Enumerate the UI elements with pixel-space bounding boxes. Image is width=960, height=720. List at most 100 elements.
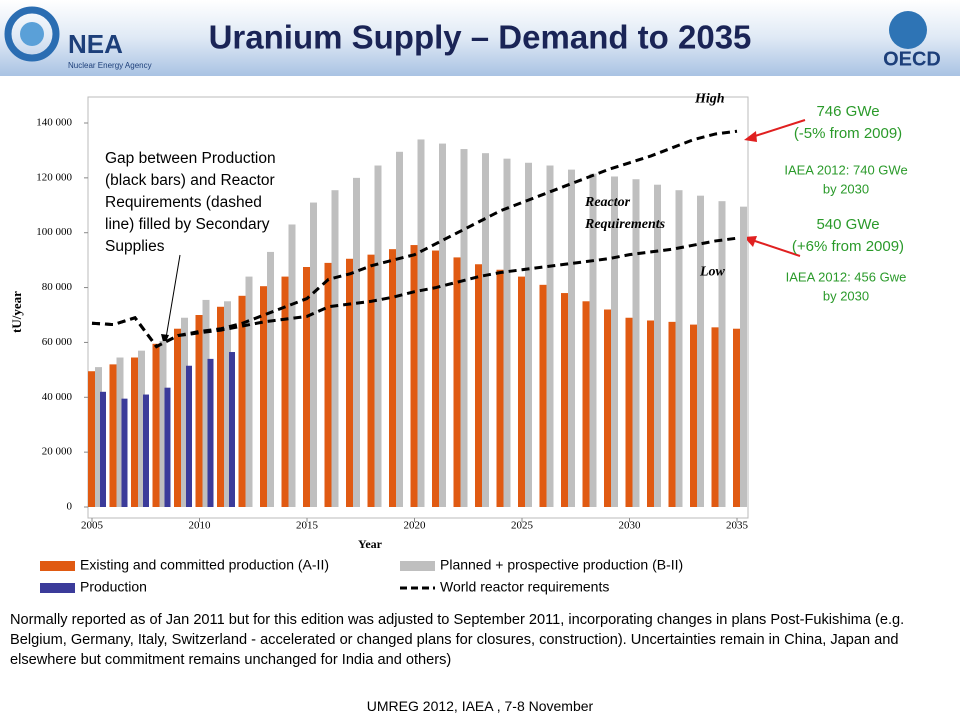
bar bbox=[164, 387, 171, 507]
legend-swatch bbox=[40, 561, 75, 571]
bar bbox=[632, 179, 640, 507]
y-tick-label: 80 000 bbox=[42, 281, 73, 293]
annotation: (+6% from 2009) bbox=[792, 238, 904, 255]
bar bbox=[568, 169, 575, 507]
bar bbox=[331, 190, 339, 507]
bar bbox=[238, 295, 246, 507]
bar bbox=[690, 324, 697, 507]
legend-label: World reactor requirements bbox=[440, 579, 609, 595]
bar bbox=[152, 343, 160, 507]
bar bbox=[453, 257, 461, 507]
bar bbox=[324, 262, 332, 507]
bar bbox=[668, 321, 676, 507]
annotation: IAEA 2012: 456 Gwe bbox=[786, 269, 907, 284]
bar bbox=[310, 202, 317, 508]
bar bbox=[654, 184, 661, 507]
legend-swatch bbox=[40, 583, 75, 593]
scenario-label: High bbox=[694, 91, 725, 106]
x-tick-label: 2035 bbox=[726, 520, 749, 532]
annotation: Supplies bbox=[105, 238, 165, 255]
bar bbox=[195, 315, 203, 507]
bar bbox=[207, 358, 214, 507]
arrow-low bbox=[751, 239, 801, 257]
annotation: (-5% from 2009) bbox=[794, 125, 902, 142]
bar bbox=[109, 364, 117, 507]
y-tick-label: 40 000 bbox=[42, 391, 73, 403]
footer: UMREG 2012, IAEA , 7-8 November bbox=[366, 698, 594, 714]
bar bbox=[303, 267, 310, 507]
oecd-globe bbox=[889, 11, 927, 49]
bar bbox=[245, 276, 253, 507]
bar bbox=[186, 365, 192, 507]
bar bbox=[589, 173, 597, 507]
bar bbox=[733, 328, 740, 507]
annotation: by 2030 bbox=[823, 288, 869, 303]
annotation: by 2030 bbox=[823, 181, 869, 196]
bar bbox=[138, 350, 145, 507]
bar bbox=[396, 151, 403, 508]
x-tick-label: 2005 bbox=[81, 520, 104, 532]
legend-label: Production bbox=[80, 579, 147, 595]
gap-arrow bbox=[165, 254, 181, 339]
bar bbox=[95, 367, 102, 507]
annotation: 540 GWe bbox=[816, 216, 879, 233]
annotation: 746 GWe bbox=[816, 103, 879, 120]
annotation: Requirements (dashed bbox=[105, 194, 262, 211]
bar bbox=[718, 201, 726, 507]
bar bbox=[131, 357, 138, 507]
bar bbox=[561, 293, 568, 507]
annotation: Reactor bbox=[584, 195, 631, 210]
bar bbox=[389, 249, 396, 507]
y-tick-label: 0 bbox=[67, 501, 73, 513]
y-tick-label: 120 000 bbox=[36, 171, 72, 183]
bar bbox=[121, 398, 128, 507]
y-tick-label: 60 000 bbox=[42, 336, 73, 348]
bar bbox=[496, 269, 504, 507]
bar bbox=[260, 286, 267, 507]
bar bbox=[217, 306, 224, 507]
x-tick-label: 2010 bbox=[189, 520, 212, 532]
gap-arrow-head bbox=[161, 334, 169, 346]
y-tick-label: 140 000 bbox=[36, 117, 72, 129]
bar bbox=[288, 224, 296, 507]
x-tick-label: 2020 bbox=[404, 520, 427, 532]
bar bbox=[460, 149, 468, 508]
bar bbox=[604, 309, 611, 507]
y-axis-label: tU/year bbox=[9, 291, 24, 333]
annotation: line) filled by Secondary bbox=[105, 216, 270, 233]
legend-swatch bbox=[400, 561, 435, 571]
bar bbox=[174, 328, 181, 507]
bar bbox=[439, 143, 446, 508]
reactor-line bbox=[91, 236, 738, 349]
bar bbox=[518, 276, 525, 507]
x-tick-label: 2025 bbox=[511, 520, 534, 532]
oecd-logo-text: OECD bbox=[883, 48, 941, 70]
bar bbox=[410, 245, 418, 508]
bar bbox=[482, 153, 489, 507]
x-axis-label: Year bbox=[358, 537, 383, 551]
header-band bbox=[0, 0, 960, 76]
annotation: Requirements bbox=[584, 217, 666, 232]
bar bbox=[697, 195, 704, 507]
bar bbox=[202, 299, 210, 507]
nea-logo-sub: Nuclear Energy Agency bbox=[68, 61, 152, 70]
x-tick-label: 2015 bbox=[296, 520, 319, 532]
bar bbox=[546, 165, 554, 507]
annotation: Gap between Production bbox=[105, 150, 276, 167]
bar bbox=[367, 254, 375, 507]
nea-logo-text: NEA bbox=[68, 29, 123, 59]
nea-logo-ring bbox=[4, 6, 60, 62]
bar bbox=[611, 176, 618, 507]
annotation: (black bars) and Reactor bbox=[105, 172, 275, 189]
bar bbox=[625, 317, 633, 507]
bar bbox=[475, 264, 482, 507]
slide-title: Uranium Supply – Demand to 2035 bbox=[209, 19, 752, 56]
bar bbox=[224, 301, 231, 507]
bar bbox=[525, 162, 532, 507]
bar bbox=[647, 320, 654, 507]
bar bbox=[159, 341, 167, 507]
y-tick-label: 20 000 bbox=[42, 446, 73, 458]
scenario-label: Low bbox=[699, 264, 726, 279]
